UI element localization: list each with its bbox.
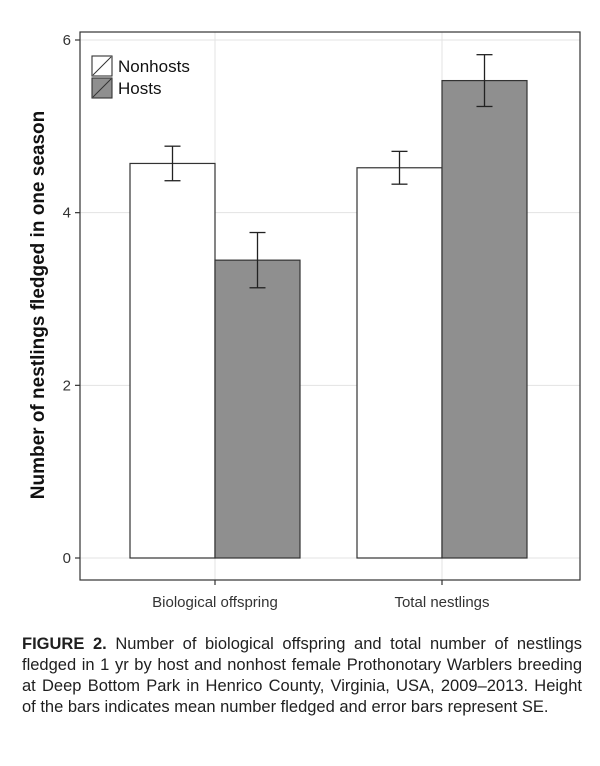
legend: Nonhosts Hosts	[91, 55, 190, 99]
x-axis-ticks: Biological offspring Total nestlings	[152, 580, 490, 611]
x-tick-label: Biological offspring	[152, 594, 278, 611]
bars	[129, 79, 528, 559]
legend-swatch-slash	[92, 78, 112, 98]
x-tick-label: Total nestlings	[394, 594, 489, 611]
bar	[356, 167, 443, 559]
legend-label: Hosts	[118, 79, 161, 98]
bar	[214, 259, 301, 559]
bar	[129, 162, 216, 559]
y-tick-label: 2	[63, 377, 71, 394]
y-tick-label: 0	[63, 550, 71, 567]
y-axis-ticks: 0 2 4 6	[63, 32, 80, 567]
figure-label: FIGURE 2.	[22, 635, 107, 653]
y-axis-title: Number of nestlings fledged in one seaso…	[28, 111, 49, 500]
figure-caption: FIGURE 2. Number of biological offspring…	[22, 634, 582, 718]
y-tick-label: 6	[63, 32, 71, 49]
bar	[441, 79, 528, 559]
caption-text: Number of biological offspring and total…	[22, 635, 583, 716]
error-bars	[164, 54, 493, 289]
legend-label: Nonhosts	[118, 57, 190, 76]
bar-chart: 0 2 4 6 Biological offspring Total nestlings…	[28, 31, 581, 611]
y-tick-label: 4	[63, 205, 71, 222]
legend-swatch-slash	[92, 56, 112, 76]
plot-frame	[79, 31, 581, 581]
